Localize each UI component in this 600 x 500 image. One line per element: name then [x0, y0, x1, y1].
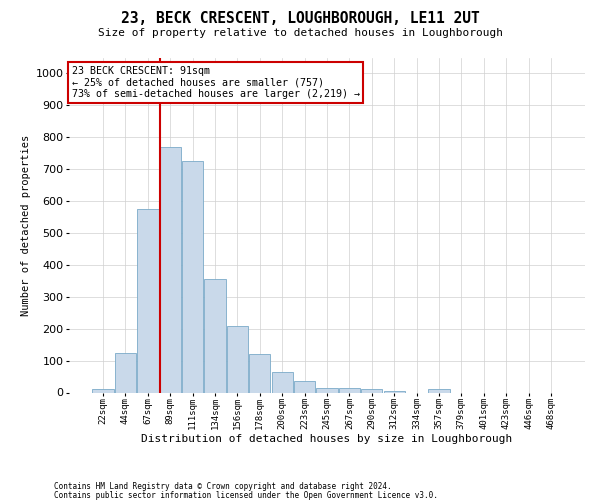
- Text: Contains public sector information licensed under the Open Government Licence v3: Contains public sector information licen…: [54, 490, 438, 500]
- Bar: [294, 382, 315, 392]
- Bar: [205, 279, 226, 392]
- Bar: [227, 326, 248, 392]
- Bar: [182, 161, 203, 392]
- Bar: [272, 372, 293, 392]
- Text: Size of property relative to detached houses in Loughborough: Size of property relative to detached ho…: [97, 28, 503, 38]
- Bar: [92, 390, 114, 392]
- Bar: [361, 390, 382, 392]
- Bar: [160, 147, 181, 392]
- Bar: [249, 354, 271, 393]
- Bar: [339, 388, 360, 392]
- Text: 23, BECK CRESCENT, LOUGHBOROUGH, LE11 2UT: 23, BECK CRESCENT, LOUGHBOROUGH, LE11 2U…: [121, 11, 479, 26]
- Bar: [137, 209, 158, 392]
- Text: Contains HM Land Registry data © Crown copyright and database right 2024.: Contains HM Land Registry data © Crown c…: [54, 482, 392, 491]
- Bar: [428, 390, 449, 392]
- Bar: [316, 388, 338, 392]
- Y-axis label: Number of detached properties: Number of detached properties: [21, 134, 31, 316]
- Bar: [115, 352, 136, 393]
- Bar: [383, 391, 405, 392]
- X-axis label: Distribution of detached houses by size in Loughborough: Distribution of detached houses by size …: [142, 434, 512, 444]
- Text: 23 BECK CRESCENT: 91sqm
← 25% of detached houses are smaller (757)
73% of semi-d: 23 BECK CRESCENT: 91sqm ← 25% of detache…: [71, 66, 359, 99]
